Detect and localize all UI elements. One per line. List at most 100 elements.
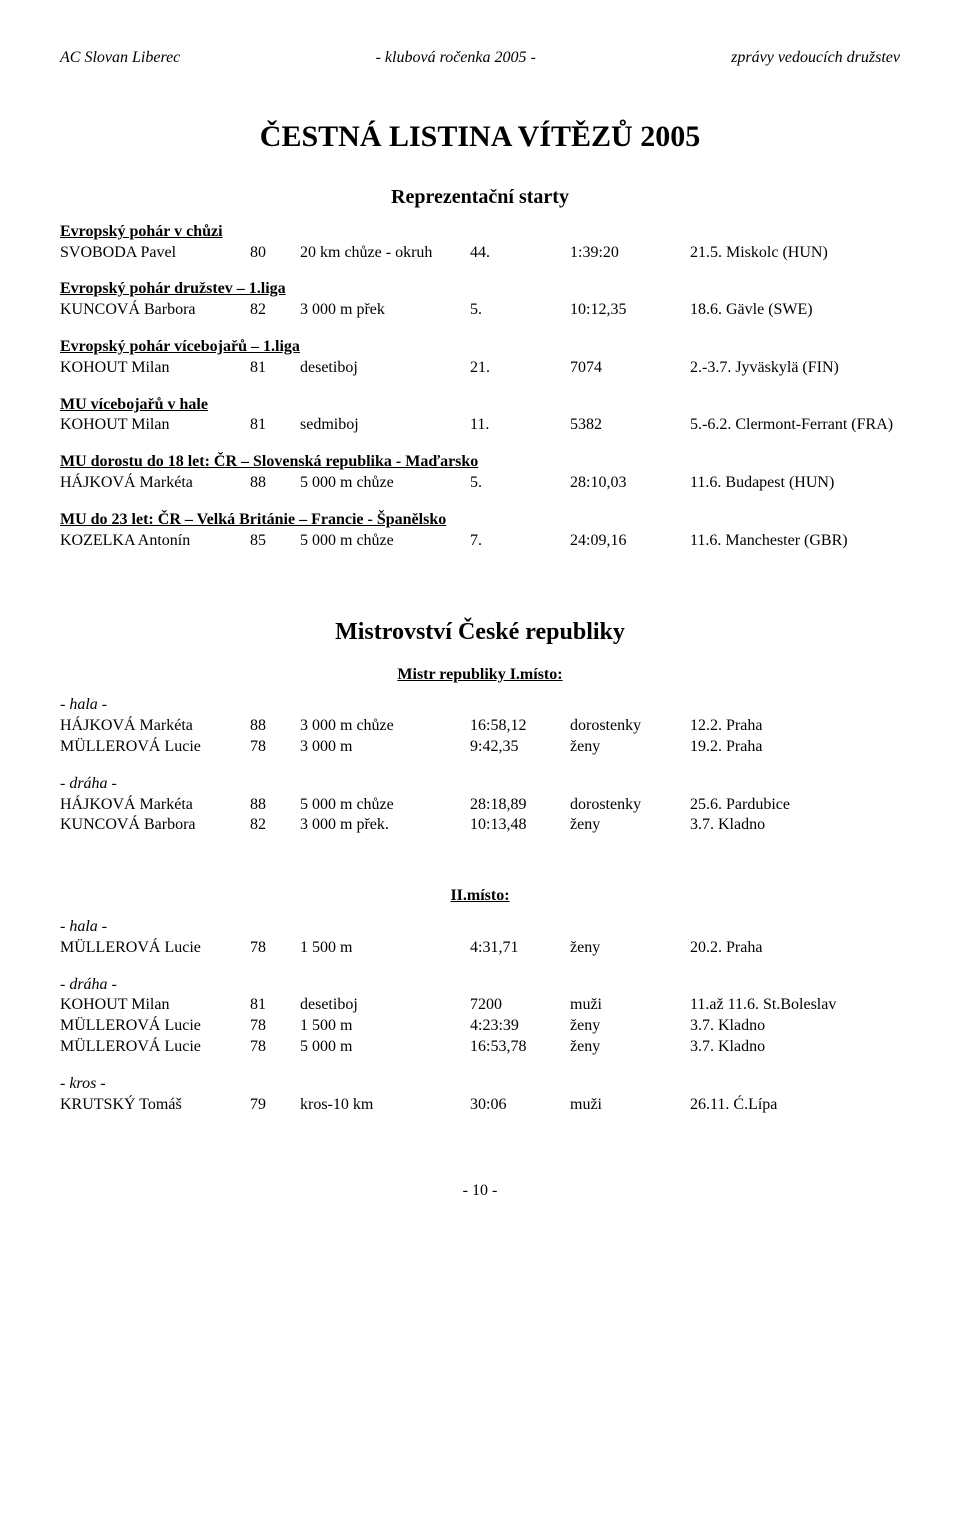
context-label: - dráha - xyxy=(60,774,900,795)
result-col-3: 18.6. Gävle (SWE) xyxy=(690,300,900,321)
event-name: 5 000 m xyxy=(300,1037,470,1058)
result-col-2: 24:09,16 xyxy=(570,531,690,552)
result-col-1: 16:53,78 xyxy=(470,1037,570,1058)
event-name: desetiboj xyxy=(300,995,470,1016)
birth-year: 88 xyxy=(250,473,300,494)
event-name: 5 000 m chůze xyxy=(300,795,470,816)
event-name: 3 000 m přek xyxy=(300,300,470,321)
result-col-1: 4:23:39 xyxy=(470,1016,570,1037)
athlete-name: KOZELKA Antonín xyxy=(60,531,250,552)
result-col-2: ženy xyxy=(570,1016,690,1037)
result-col-2: ženy xyxy=(570,938,690,959)
placements: Mistr republiky I.místo:- hala -HÁJKOVÁ … xyxy=(60,665,900,1122)
result-row: KOHOUT Milan81desetiboj21.70742.-3.7. Jy… xyxy=(60,358,900,379)
rep-starts-title: Reprezentační starty xyxy=(60,184,900,210)
main-title: ČESTNÁ LISTINA VÍTĚZŮ 2005 xyxy=(60,117,900,156)
event-name: 3 000 m chůze xyxy=(300,716,470,737)
result-col-3: 3.7. Kladno xyxy=(690,1016,900,1037)
result-col-3: 26.11. Ć.Lípa xyxy=(690,1095,900,1116)
result-col-3: 5.-6.2. Clermont-Ferrant (FRA) xyxy=(690,415,900,436)
result-col-3: 25.6. Pardubice xyxy=(690,795,900,816)
result-col-1: 30:06 xyxy=(470,1095,570,1116)
result-row: SVOBODA Pavel8020 km chůze - okruh44.1:3… xyxy=(60,243,900,264)
athlete-name: KOHOUT Milan xyxy=(60,415,250,436)
athlete-name: HÁJKOVÁ Markéta xyxy=(60,716,250,737)
event-name: 3 000 m přek. xyxy=(300,815,470,836)
event-name: 3 000 m xyxy=(300,737,470,758)
header-left: AC Slovan Liberec xyxy=(60,48,180,69)
result-col-1: 16:58,12 xyxy=(470,716,570,737)
result-col-1: 10:13,48 xyxy=(470,815,570,836)
result-col-1: 9:42,35 xyxy=(470,737,570,758)
result-row: KUNCOVÁ Barbora823 000 m přek5.10:12,351… xyxy=(60,300,900,321)
result-row: MÜLLEROVÁ Lucie785 000 m16:53,78ženy3.7.… xyxy=(60,1037,900,1058)
event-name: 20 km chůze - okruh xyxy=(300,243,470,264)
result-col-1: 7200 xyxy=(470,995,570,1016)
result-col-1: 5. xyxy=(470,473,570,494)
header-right: zprávy vedoucích družstev xyxy=(731,48,900,69)
athlete-name: KOHOUT Milan xyxy=(60,995,250,1016)
result-col-3: 21.5. Miskolc (HUN) xyxy=(690,243,900,264)
athlete-name: HÁJKOVÁ Markéta xyxy=(60,795,250,816)
placement-title: Mistr republiky I.místo: xyxy=(60,665,900,686)
result-col-3: 11.až 11.6. St.Boleslav xyxy=(690,995,900,1016)
group-title: MU do 23 let: ČR – Velká Británie – Fran… xyxy=(60,510,900,531)
result-row: KOHOUT Milan81sedmiboj11.53825.-6.2. Cle… xyxy=(60,415,900,436)
result-row: HÁJKOVÁ Markéta885 000 m chůze28:18,89do… xyxy=(60,795,900,816)
birth-year: 78 xyxy=(250,737,300,758)
group-title: MU vícebojařů v hale xyxy=(60,395,900,416)
athlete-name: HÁJKOVÁ Markéta xyxy=(60,473,250,494)
result-row: HÁJKOVÁ Markéta883 000 m chůze16:58,12do… xyxy=(60,716,900,737)
result-row: KOHOUT Milan81desetiboj7200muži11.až 11.… xyxy=(60,995,900,1016)
result-col-2: 10:12,35 xyxy=(570,300,690,321)
group-title: Evropský pohár vícebojařů – 1.liga xyxy=(60,337,900,358)
result-col-2: 1:39:20 xyxy=(570,243,690,264)
birth-year: 78 xyxy=(250,1037,300,1058)
context-label: - dráha - xyxy=(60,975,900,996)
result-col-3: 20.2. Praha xyxy=(690,938,900,959)
result-col-1: 5. xyxy=(470,300,570,321)
result-row: MÜLLEROVÁ Lucie781 500 m4:23:39ženy3.7. … xyxy=(60,1016,900,1037)
rep-groups: Evropský pohár v chůziSVOBODA Pavel8020 … xyxy=(60,222,900,558)
athlete-name: MÜLLEROVÁ Lucie xyxy=(60,1037,250,1058)
birth-year: 78 xyxy=(250,938,300,959)
result-col-3: 2.-3.7. Jyväskylä (FIN) xyxy=(690,358,900,379)
result-row: KRUTSKÝ Tomáš79kros-10 km30:06muži26.11.… xyxy=(60,1095,900,1116)
result-col-3: 11.6. Budapest (HUN) xyxy=(690,473,900,494)
result-row: KUNCOVÁ Barbora823 000 m přek.10:13,48že… xyxy=(60,815,900,836)
result-col-3: 11.6. Manchester (GBR) xyxy=(690,531,900,552)
birth-year: 85 xyxy=(250,531,300,552)
birth-year: 80 xyxy=(250,243,300,264)
event-name: desetiboj xyxy=(300,358,470,379)
event-name: kros-10 km xyxy=(300,1095,470,1116)
event-name: 1 500 m xyxy=(300,938,470,959)
birth-year: 78 xyxy=(250,1016,300,1037)
athlete-name: MÜLLEROVÁ Lucie xyxy=(60,737,250,758)
result-col-2: muži xyxy=(570,995,690,1016)
event-name: sedmiboj xyxy=(300,415,470,436)
athlete-name: KRUTSKÝ Tomáš xyxy=(60,1095,250,1116)
athlete-name: MÜLLEROVÁ Lucie xyxy=(60,938,250,959)
birth-year: 82 xyxy=(250,815,300,836)
result-row: HÁJKOVÁ Markéta885 000 m chůze5.28:10,03… xyxy=(60,473,900,494)
birth-year: 88 xyxy=(250,795,300,816)
page-header: AC Slovan Liberec - klubová ročenka 2005… xyxy=(60,48,900,69)
result-col-3: 19.2. Praha xyxy=(690,737,900,758)
athlete-name: MÜLLEROVÁ Lucie xyxy=(60,1016,250,1037)
result-row: KOZELKA Antonín855 000 m chůze7.24:09,16… xyxy=(60,531,900,552)
result-row: MÜLLEROVÁ Lucie781 500 m4:31,71ženy20.2.… xyxy=(60,938,900,959)
result-col-2: 5382 xyxy=(570,415,690,436)
result-col-2: ženy xyxy=(570,815,690,836)
result-col-2: dorostenky xyxy=(570,716,690,737)
group-title: Evropský pohár v chůzi xyxy=(60,222,900,243)
event-name: 1 500 m xyxy=(300,1016,470,1037)
event-name: 5 000 m chůze xyxy=(300,473,470,494)
result-col-1: 28:18,89 xyxy=(470,795,570,816)
placement-title: II.místo: xyxy=(60,886,900,907)
result-col-2: 7074 xyxy=(570,358,690,379)
context-label: - hala - xyxy=(60,917,900,938)
context-label: - hala - xyxy=(60,695,900,716)
context-label: - kros - xyxy=(60,1074,900,1095)
result-col-2: 28:10,03 xyxy=(570,473,690,494)
group-title: MU dorostu do 18 let: ČR – Slovenská rep… xyxy=(60,452,900,473)
